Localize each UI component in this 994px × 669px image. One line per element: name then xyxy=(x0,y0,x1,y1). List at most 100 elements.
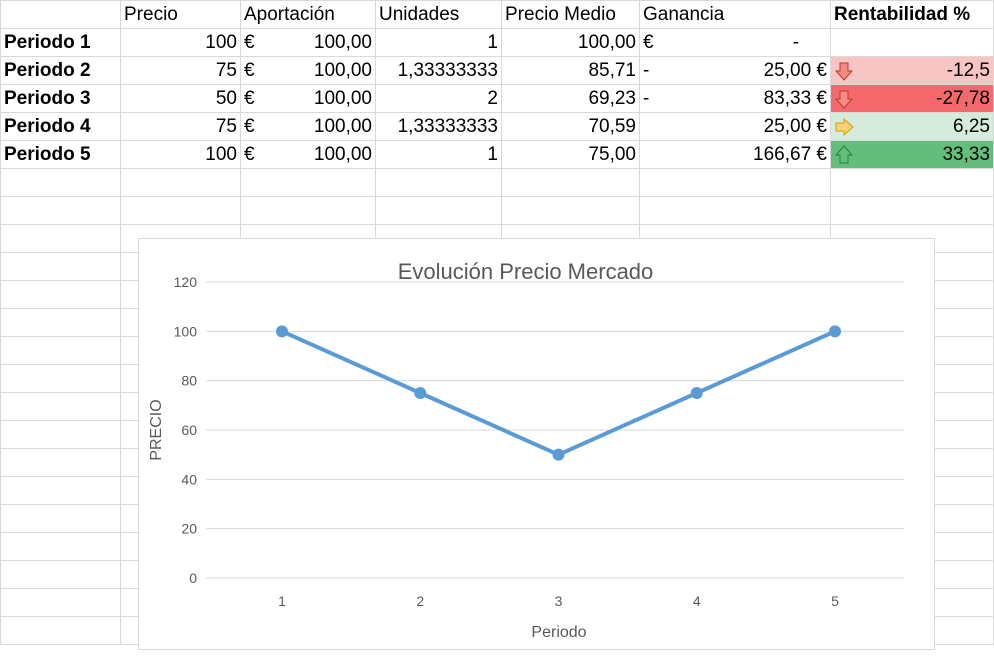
ganancia-value: - xyxy=(792,31,799,53)
data-point xyxy=(276,325,288,338)
cell-precio-medio[interactable]: 85,71 xyxy=(501,56,640,85)
empty-cell[interactable] xyxy=(0,532,121,561)
empty-cell[interactable] xyxy=(0,616,121,645)
ganancia-value: 166,67 € xyxy=(753,143,827,165)
empty-cell[interactable] xyxy=(375,196,502,225)
cell-ganancia[interactable]: - 83,33 € xyxy=(639,84,831,113)
empty-row xyxy=(0,168,994,197)
empty-cell[interactable] xyxy=(240,196,376,225)
x-tick-label: 5 xyxy=(831,593,839,609)
header-rentabilidad[interactable]: Rentabilidad % xyxy=(830,0,994,29)
empty-cell[interactable] xyxy=(240,168,376,197)
empty-cell[interactable] xyxy=(0,560,121,589)
cell-unidades[interactable]: 1 xyxy=(375,140,502,169)
cell-aportacion[interactable]: €100,00 xyxy=(240,28,376,57)
cell-unidades[interactable]: 1,33333333 xyxy=(375,56,502,85)
empty-cell[interactable] xyxy=(120,196,241,225)
currency-wrap: €100,00 xyxy=(244,60,372,82)
ganancia-value: 25,00 € xyxy=(763,59,827,81)
empty-cell[interactable] xyxy=(639,196,831,225)
empty-cell[interactable] xyxy=(0,336,121,365)
y-tick-label: 60 xyxy=(181,422,197,438)
rentabilidad-value: 6,25 xyxy=(953,115,990,137)
currency-wrap: €100,00 xyxy=(244,116,372,138)
row-label[interactable]: Periodo 1 xyxy=(0,28,121,57)
header-ganancia[interactable]: Ganancia xyxy=(639,0,831,29)
cell-unidades[interactable]: 2 xyxy=(375,84,502,113)
row-label[interactable]: Periodo 2 xyxy=(0,56,121,85)
rentabilidad-wrap: 33,33 xyxy=(834,144,990,166)
header-aportacion[interactable]: Aportación xyxy=(240,0,376,29)
x-tick-label: 4 xyxy=(693,593,701,609)
cell-unidades[interactable]: 1,33333333 xyxy=(375,112,502,141)
cell-ganancia[interactable]: € - xyxy=(639,28,831,57)
cell-unidades[interactable]: 1 xyxy=(375,28,502,57)
cell-aportacion[interactable]: €100,00 xyxy=(240,112,376,141)
empty-cell[interactable] xyxy=(0,364,121,393)
currency-value: 100,00 xyxy=(313,87,372,109)
y-tick-label: 80 xyxy=(181,373,197,389)
empty-cell[interactable] xyxy=(0,168,121,197)
header-unidades[interactable]: Unidades xyxy=(375,0,502,29)
cell-precio[interactable]: 75 xyxy=(120,112,241,141)
cell-precio[interactable]: 50 xyxy=(120,84,241,113)
cell-precio-medio[interactable]: 69,23 xyxy=(501,84,640,113)
cell-precio[interactable]: 100 xyxy=(120,28,241,57)
cell-rentabilidad[interactable]: -27,78 xyxy=(830,84,994,113)
cell-ganancia[interactable]: - 25,00 € xyxy=(639,56,831,85)
cell-rentabilidad[interactable]: 6,25 xyxy=(830,112,994,141)
empty-cell[interactable] xyxy=(0,420,121,449)
empty-cell[interactable] xyxy=(639,168,831,197)
empty-cell[interactable] xyxy=(120,168,241,197)
empty-cell[interactable] xyxy=(0,448,121,477)
empty-row xyxy=(0,196,994,225)
rentabilidad-value: 33,33 xyxy=(942,143,990,165)
x-tick-label: 1 xyxy=(278,593,286,609)
ganancia-wrap: 25,00 € xyxy=(643,116,827,138)
data-point xyxy=(414,387,427,399)
ganancia-value: 83,33 € xyxy=(763,87,827,109)
ganancia-prefix: - xyxy=(643,87,650,109)
cell-ganancia[interactable]: 166,67 € xyxy=(639,140,831,169)
cell-rentabilidad[interactable] xyxy=(830,28,994,57)
cell-aportacion[interactable]: €100,00 xyxy=(240,84,376,113)
table-row: Periodo 1 100 €100,00 1 100,00 € - xyxy=(0,28,994,57)
cell-precio-medio[interactable]: 70,59 xyxy=(501,112,640,141)
ganancia-wrap: € - xyxy=(643,32,827,54)
header-precio-medio[interactable]: Precio Medio xyxy=(501,0,640,29)
cell-a1[interactable] xyxy=(0,0,121,29)
row-label[interactable]: Periodo 4 xyxy=(0,112,121,141)
empty-cell[interactable] xyxy=(0,392,121,421)
cell-ganancia[interactable]: 25,00 € xyxy=(639,112,831,141)
y-tick-label: 40 xyxy=(181,471,197,487)
row-label[interactable]: Periodo 5 xyxy=(0,140,121,169)
y-tick-label: 0 xyxy=(189,570,197,586)
cell-rentabilidad[interactable]: -12,5 xyxy=(830,56,994,85)
empty-cell[interactable] xyxy=(830,168,994,197)
empty-cell[interactable] xyxy=(0,196,121,225)
cell-rentabilidad[interactable]: 33,33 xyxy=(830,140,994,169)
cell-precio[interactable]: 100 xyxy=(120,140,241,169)
empty-cell[interactable] xyxy=(0,280,121,309)
y-axis-label: PRECIO xyxy=(148,399,165,460)
cell-aportacion[interactable]: €100,00 xyxy=(240,140,376,169)
empty-cell[interactable] xyxy=(0,504,121,533)
rentabilidad-value: -27,78 xyxy=(936,87,990,109)
empty-cell[interactable] xyxy=(375,168,502,197)
currency-value: 100,00 xyxy=(313,31,372,53)
empty-cell[interactable] xyxy=(0,224,121,253)
empty-cell[interactable] xyxy=(0,476,121,505)
empty-cell[interactable] xyxy=(501,196,640,225)
cell-precio-medio[interactable]: 75,00 xyxy=(501,140,640,169)
cell-precio-medio[interactable]: 100,00 xyxy=(501,28,640,57)
empty-cell[interactable] xyxy=(0,252,121,281)
cell-aportacion[interactable]: €100,00 xyxy=(240,56,376,85)
header-precio[interactable]: Precio xyxy=(120,0,241,29)
empty-cell[interactable] xyxy=(0,308,121,337)
empty-cell[interactable] xyxy=(0,588,121,617)
empty-cell[interactable] xyxy=(501,168,640,197)
row-label[interactable]: Periodo 3 xyxy=(0,84,121,113)
cell-precio[interactable]: 75 xyxy=(120,56,241,85)
chart-area[interactable]: Evolución Precio Mercado 0 20 40 60 80 100 120 1… xyxy=(138,238,935,650)
empty-cell[interactable] xyxy=(830,196,994,225)
